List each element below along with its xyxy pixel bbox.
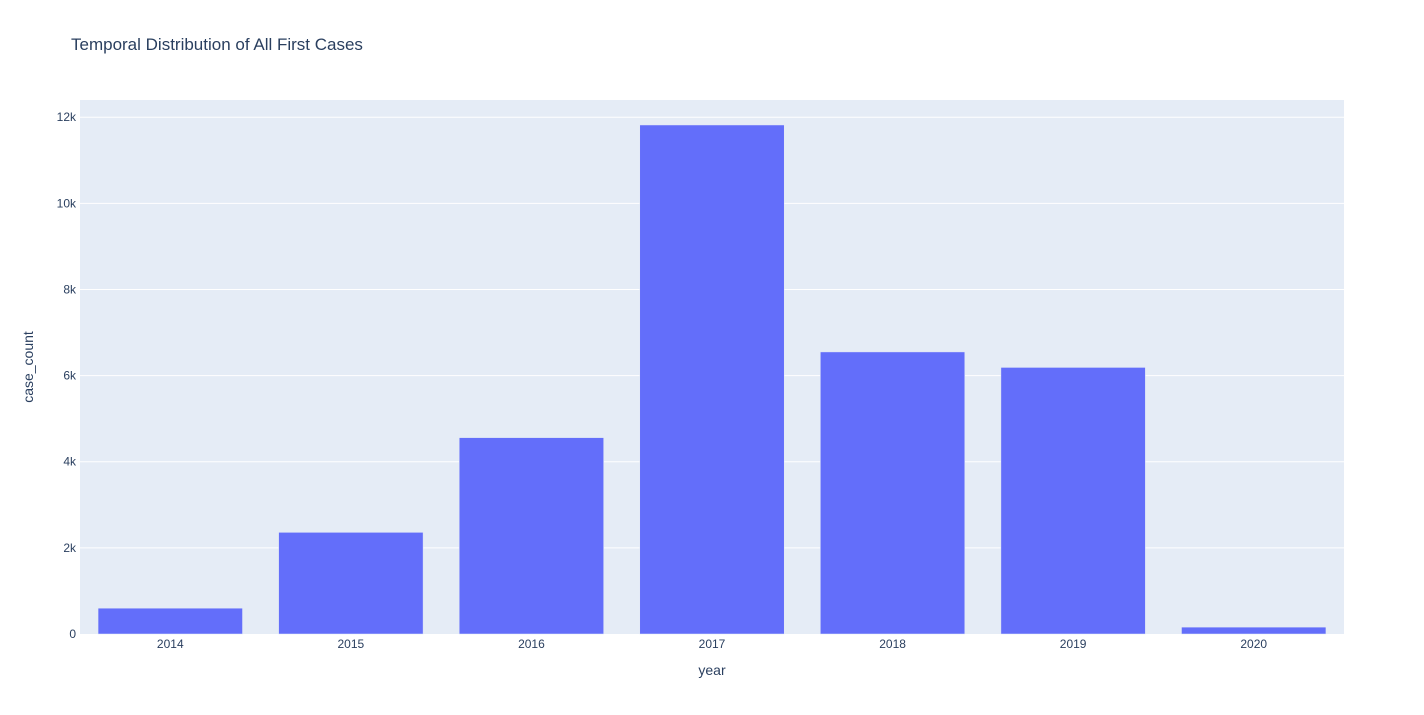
y-tick-label: 10k	[57, 196, 77, 210]
x-tick-label: 2016	[518, 637, 545, 651]
y-tick-label: 8k	[63, 282, 77, 296]
bar-2018	[820, 351, 966, 635]
bar-2016	[458, 437, 604, 635]
bar-2020	[1181, 626, 1327, 635]
x-tick-label: 2015	[338, 637, 365, 651]
y-tick-label: 6k	[63, 369, 77, 383]
y-tick-label: 0	[69, 627, 76, 641]
y-tick-label: 4k	[63, 455, 77, 469]
bars	[97, 124, 1327, 635]
x-axis-ticks: 2014 2015 2016 2017 2018 2019 2020	[157, 637, 1267, 651]
y-axis-title: case_count	[20, 331, 36, 403]
chart-title: Temporal Distribution of All First Cases	[71, 35, 363, 54]
x-axis-title: year	[698, 662, 726, 678]
bar-2017	[639, 124, 785, 635]
bar-2019	[1000, 367, 1146, 635]
x-tick-label: 2019	[1060, 637, 1087, 651]
bar-2014	[97, 607, 243, 635]
x-tick-label: 2018	[879, 637, 906, 651]
x-tick-label: 2020	[1240, 637, 1267, 651]
x-tick-label: 2014	[157, 637, 184, 651]
y-tick-label: 2k	[63, 541, 77, 555]
x-tick-label: 2017	[699, 637, 726, 651]
y-tick-label: 12k	[57, 110, 77, 124]
bar-2015	[278, 532, 424, 635]
y-axis-ticks: 0 2k 4k 6k 8k 10k 12k	[57, 110, 77, 641]
